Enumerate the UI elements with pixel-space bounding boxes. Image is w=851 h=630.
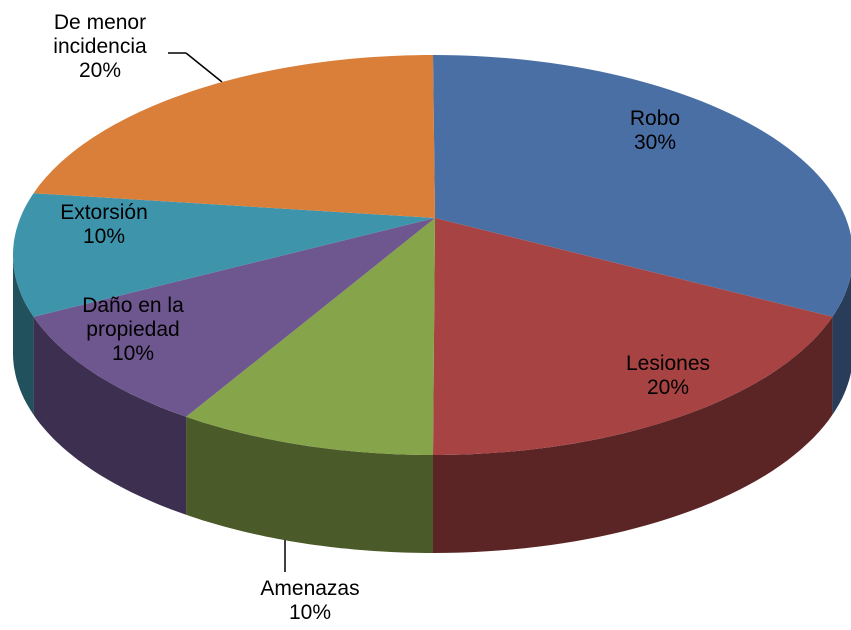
data-label: Robo 30% — [595, 107, 715, 155]
pie-slice — [433, 218, 833, 455]
pie-slice — [33, 55, 435, 218]
pie-slice — [13, 193, 435, 317]
value-label: 20% — [646, 376, 690, 399]
pie-slice — [433, 55, 851, 317]
slice-side — [186, 416, 433, 553]
pie-slice — [33, 218, 435, 417]
data-label: Lesiones 20% — [608, 352, 728, 400]
value-label: 20% — [78, 59, 122, 82]
pie-tops — [13, 55, 851, 455]
data-label: Amenazas 10% — [240, 577, 380, 625]
data-label: Extorsión 10% — [44, 201, 164, 249]
category-label: Daño en la propiedad — [82, 294, 184, 341]
category-label: Lesiones — [625, 352, 711, 375]
pie-sides — [13, 255, 851, 553]
category-label: Extorsión — [60, 201, 148, 224]
value-label: 30% — [633, 131, 677, 154]
data-label: De menor incidencia 20% — [35, 11, 165, 83]
category-label: De menor incidencia — [53, 11, 147, 58]
leader-line — [185, 52, 223, 83]
slice-side — [832, 274, 851, 415]
value-label: 10% — [82, 225, 126, 248]
pie-slice — [186, 218, 435, 455]
category-label: Robo — [629, 107, 681, 130]
value-label: 10% — [111, 342, 155, 365]
slice-side — [13, 255, 34, 415]
data-label: Daño en la propiedad 10% — [63, 294, 203, 366]
value-label: 10% — [288, 601, 332, 624]
slice-side — [33, 316, 187, 515]
slice-side — [433, 316, 833, 553]
category-label: Amenazas — [260, 577, 360, 600]
